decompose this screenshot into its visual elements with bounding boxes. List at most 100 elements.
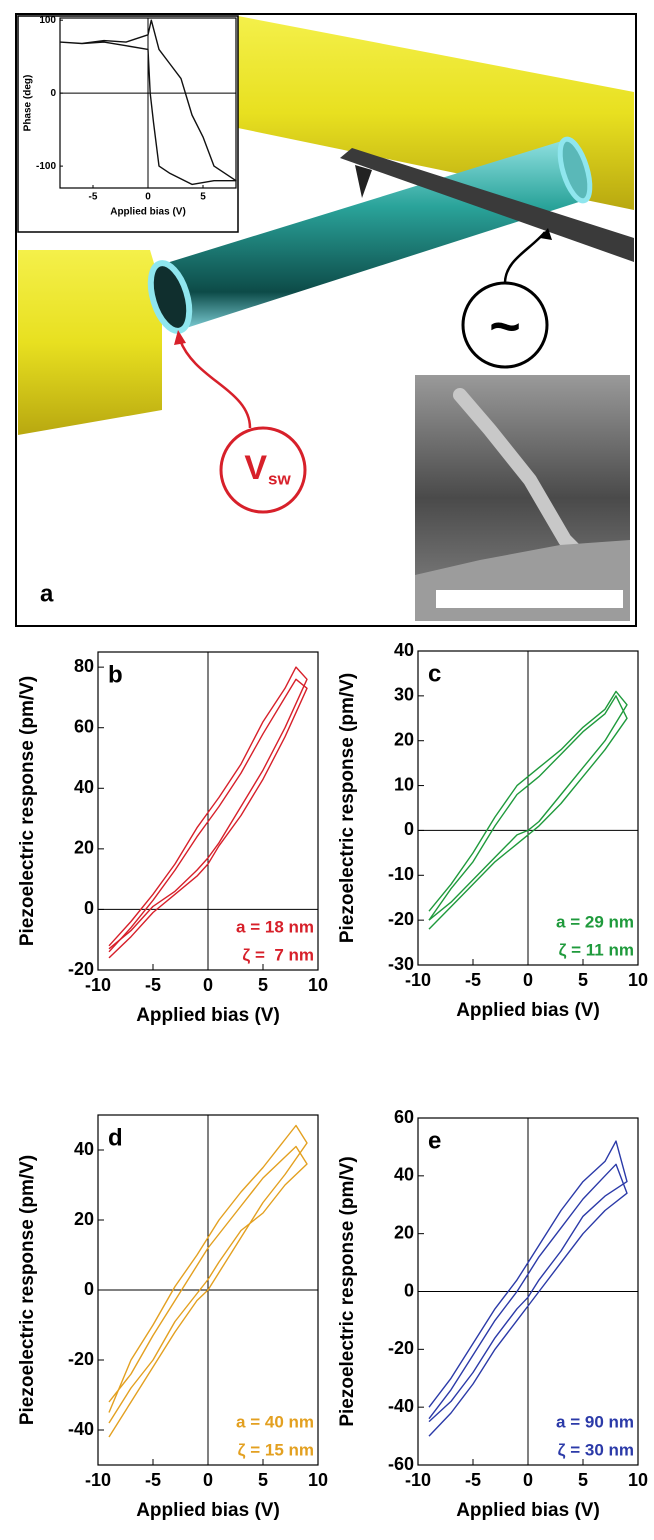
data-line bbox=[108, 666, 308, 950]
y-tick-label: 60 bbox=[74, 716, 94, 736]
y-tick-label: 10 bbox=[394, 774, 414, 794]
x-tick-label: -10 bbox=[405, 1470, 431, 1490]
y-tick-label: -20 bbox=[68, 1349, 94, 1369]
x-tick-label: 5 bbox=[578, 970, 588, 990]
x-axis-title: Applied bias (V) bbox=[110, 207, 186, 218]
x-tick-label: 10 bbox=[628, 1470, 648, 1490]
panel-label: b bbox=[108, 661, 123, 688]
y-tick-label: 40 bbox=[74, 1139, 94, 1159]
arrow-head bbox=[540, 228, 552, 240]
x-tick-label: 5 bbox=[258, 1470, 268, 1490]
x-tick-label: 0 bbox=[523, 1470, 533, 1490]
dc-source bbox=[219, 426, 307, 514]
y-tick-label: 40 bbox=[74, 777, 94, 797]
arrow-head bbox=[174, 330, 186, 345]
x-tick-label: 0 bbox=[203, 1470, 213, 1490]
y-tick-label: 60 bbox=[394, 1107, 414, 1127]
annotation: a = 29 nm bbox=[556, 912, 634, 931]
y-tick-label: -20 bbox=[388, 909, 414, 929]
y-tick-label: 20 bbox=[394, 1222, 414, 1242]
y-tick-label: -10 bbox=[388, 864, 414, 884]
chart: -10 -5 0 5 10 -30 -20 -10 0 10 20 30 40 Applied bias … bbox=[337, 640, 648, 1021]
annotation: ζ = 15 nm bbox=[238, 1440, 314, 1459]
y-tick-label: -40 bbox=[68, 1419, 94, 1439]
data-line bbox=[428, 695, 628, 930]
chart: -10 -5 0 5 10 -20 0 20 40 60 80 Applied bias (V) Pie… bbox=[17, 651, 328, 1026]
y-tick-label: 0 bbox=[84, 1279, 94, 1299]
data-line bbox=[59, 19, 237, 186]
panel-label: c bbox=[428, 660, 441, 687]
y-axis-title: Piezoelectric response (pm/V) bbox=[17, 676, 38, 946]
y-tick-label: 0 bbox=[404, 819, 414, 839]
y-tick-label: -100 bbox=[36, 161, 56, 172]
annotation: a = 40 nm bbox=[236, 1412, 314, 1431]
tube-end bbox=[557, 136, 593, 204]
annotation: a = 18 nm bbox=[236, 917, 314, 936]
panel-a: ~ V sw a bbox=[15, 13, 637, 627]
x-tick-label: 5 bbox=[258, 975, 268, 995]
x-tick-label: -5 bbox=[465, 970, 481, 990]
x-axis-title: Applied bias (V) bbox=[456, 1500, 600, 1521]
y-tick-label: 20 bbox=[394, 729, 414, 749]
probe-tip bbox=[355, 165, 372, 198]
ac-source bbox=[461, 281, 549, 369]
panel-label: a bbox=[40, 580, 54, 607]
ac-symbol: ~ bbox=[489, 296, 521, 356]
x-tick-label: 10 bbox=[308, 1470, 328, 1490]
x-tick-label: 10 bbox=[628, 970, 648, 990]
source-subscript: sw bbox=[268, 469, 291, 488]
y-tick-label: -20 bbox=[68, 959, 94, 979]
y-tick-label: 0 bbox=[84, 898, 94, 918]
panel-label: e bbox=[428, 1127, 441, 1154]
x-tick-label: -5 bbox=[465, 1470, 481, 1490]
y-tick-label: -40 bbox=[388, 1396, 414, 1416]
nanotube bbox=[160, 140, 585, 330]
x-tick-label: -10 bbox=[85, 975, 111, 995]
chart: -10 -5 0 5 10 -40 -20 0 20 40 Applied bias (V) Piez… bbox=[17, 1114, 328, 1521]
tube-end bbox=[147, 260, 193, 334]
x-tick-label: 0 bbox=[203, 975, 213, 995]
x-axis-title: Applied bias (V) bbox=[456, 1000, 600, 1021]
x-tick-label: -5 bbox=[145, 975, 161, 995]
y-axis-title: Phase (deg) bbox=[23, 75, 34, 132]
data-line bbox=[108, 1124, 308, 1438]
y-axis-title: Piezoelectric response (pm/V) bbox=[337, 1156, 358, 1426]
data-line bbox=[428, 1163, 628, 1437]
panel-label: d bbox=[108, 1124, 123, 1151]
data-line bbox=[428, 1140, 628, 1423]
y-tick-label: 80 bbox=[74, 656, 94, 676]
y-tick-label: 30 bbox=[394, 685, 414, 705]
chart: -10 -5 0 5 10 -60 -40 -20 0 20 40 60 Applied bias (V… bbox=[337, 1107, 648, 1521]
y-tick-label: 0 bbox=[50, 88, 56, 99]
x-tick-label: 10 bbox=[308, 975, 328, 995]
y-tick-label: 100 bbox=[39, 15, 56, 26]
wire bbox=[178, 339, 252, 429]
wire bbox=[503, 231, 546, 284]
data-line bbox=[108, 678, 308, 959]
annotation: ζ = 11 nm bbox=[559, 940, 634, 959]
y-tick-label: -30 bbox=[388, 954, 414, 974]
data-line bbox=[108, 1145, 308, 1424]
x-tick-label: -10 bbox=[405, 970, 431, 990]
x-tick-label: -10 bbox=[85, 1470, 111, 1490]
x-tick-label: 5 bbox=[200, 192, 206, 203]
y-tick-label: 20 bbox=[74, 838, 94, 858]
y-tick-label: -60 bbox=[388, 1454, 414, 1474]
y-tick-label: 0 bbox=[404, 1280, 414, 1300]
data-line bbox=[428, 690, 628, 921]
x-tick-label: -5 bbox=[89, 192, 98, 203]
cantilever bbox=[340, 148, 634, 262]
x-axis-title: Applied bias (V) bbox=[136, 1500, 280, 1521]
y-tick-label: 40 bbox=[394, 640, 414, 660]
y-axis-title: Piezoelectric response (pm/V) bbox=[17, 1155, 38, 1425]
scale-bar bbox=[436, 590, 623, 608]
y-tick-label: 40 bbox=[394, 1165, 414, 1185]
annotation: ζ = 7 nm bbox=[242, 945, 314, 964]
source-symbol: V bbox=[244, 449, 267, 487]
y-axis-title: Piezoelectric response (pm/V) bbox=[337, 673, 358, 943]
y-tick-label: 20 bbox=[74, 1209, 94, 1229]
x-tick-label: 0 bbox=[145, 192, 151, 203]
y-tick-label: -20 bbox=[388, 1338, 414, 1358]
